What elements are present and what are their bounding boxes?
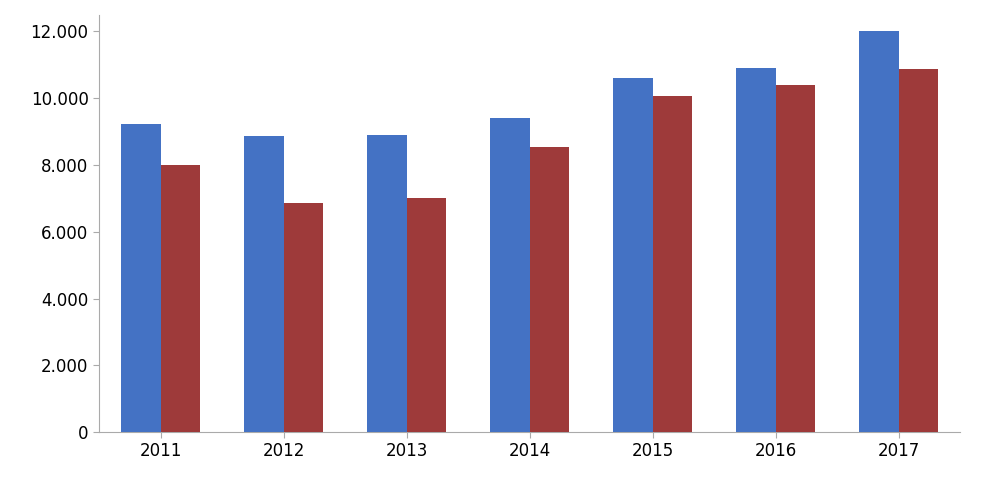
Bar [614,78,652,432]
Bar [245,136,283,432]
Bar [367,135,407,432]
Bar [737,68,776,432]
Bar [899,69,939,432]
Bar [490,118,530,432]
Bar [407,198,446,432]
Bar [160,165,200,432]
Bar [776,85,815,432]
Bar [283,203,323,432]
Bar [859,31,899,432]
Bar [121,124,160,432]
Bar [652,96,692,432]
Bar [530,147,569,432]
